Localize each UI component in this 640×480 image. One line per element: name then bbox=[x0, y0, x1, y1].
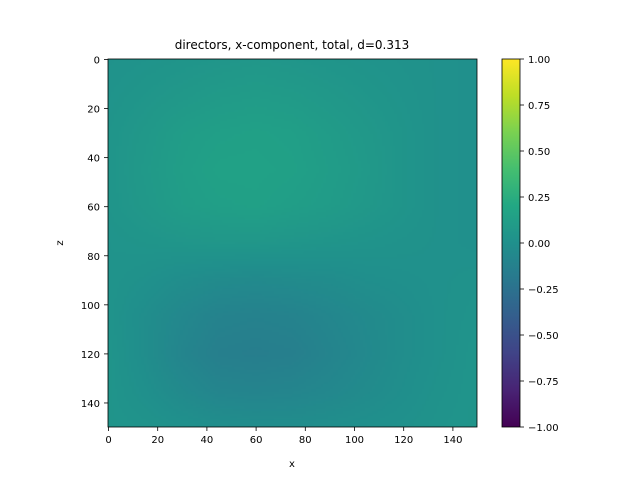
y-tick-label: 0 bbox=[94, 56, 100, 67]
colorbar-tick-label: 0.25 bbox=[528, 193, 550, 204]
colorbar-tick-label: 1.00 bbox=[528, 55, 550, 66]
y-tick-label: 20 bbox=[87, 105, 100, 116]
y-tick-label: 140 bbox=[81, 399, 100, 410]
y-tick-label: 40 bbox=[87, 154, 100, 165]
colorbar-tick-label: −0.50 bbox=[528, 331, 559, 342]
colorbar-tick-label: −0.25 bbox=[528, 285, 559, 296]
chart-title: directors, x-component, total, d=0.313 bbox=[175, 38, 410, 52]
y-tick-label: 60 bbox=[87, 203, 100, 214]
y-axis-ticks: 0 20 40 60 80 100 120 140 bbox=[81, 56, 108, 410]
x-tick-label: 40 bbox=[201, 435, 214, 446]
x-axis-ticks: 0 20 40 60 80 100 120 140 bbox=[105, 427, 462, 446]
x-tick-label: 80 bbox=[299, 435, 312, 446]
y-tick-label: 80 bbox=[87, 252, 100, 263]
plot-frame bbox=[107, 58, 478, 428]
y-tick-label: 100 bbox=[81, 301, 100, 312]
colorbar-tick-label: 0.75 bbox=[528, 101, 550, 112]
y-tick-label: 120 bbox=[81, 350, 100, 361]
x-tick-label: 140 bbox=[443, 435, 462, 446]
colorbar: 1.00 0.75 0.50 0.25 0.00 −0.25 −0.50 −0.75 −1.00 bbox=[501, 55, 559, 434]
x-tick-label: 100 bbox=[345, 435, 364, 446]
colorbar-gradient bbox=[502, 59, 520, 427]
x-axis-label: x bbox=[289, 459, 295, 470]
colorbar-tick-label: 0.50 bbox=[528, 147, 550, 158]
x-tick-label: 20 bbox=[151, 435, 164, 446]
x-tick-label: 0 bbox=[105, 435, 111, 446]
colorbar-tick-label: −0.75 bbox=[528, 377, 559, 388]
heatmap-image bbox=[108, 59, 477, 427]
y-axis-label: z bbox=[55, 240, 66, 245]
colorbar-tick-label: −1.00 bbox=[528, 423, 559, 434]
x-tick-label: 120 bbox=[394, 435, 413, 446]
plot-area bbox=[107, 58, 478, 428]
colorbar-tick-label: 0.00 bbox=[528, 239, 550, 250]
colorbar-ticks: 1.00 0.75 0.50 0.25 0.00 −0.25 −0.50 −0.75 −1.00 bbox=[520, 55, 559, 434]
x-tick-label: 60 bbox=[250, 435, 263, 446]
